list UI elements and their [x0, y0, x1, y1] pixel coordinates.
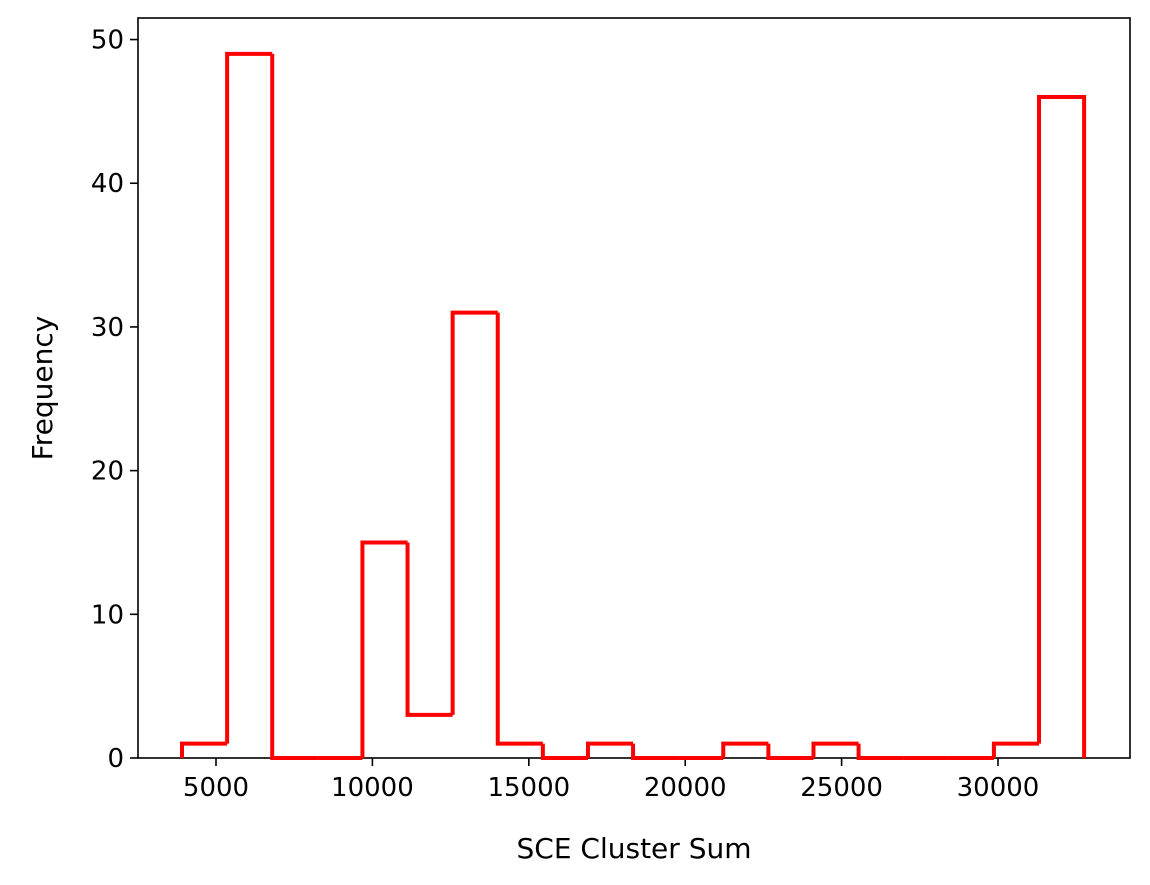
- y-axis-label: Frequency: [26, 316, 59, 461]
- histogram-bin: [270, 53, 318, 760]
- y-tick-label: 30: [91, 313, 124, 343]
- y-tick-label: 20: [91, 457, 124, 487]
- histogram-bin: [225, 51, 273, 744]
- histogram-bin: [180, 741, 228, 758]
- y-tick-label: 40: [91, 169, 124, 199]
- y-tick-label: 0: [107, 744, 124, 774]
- x-tick-label: 25000: [800, 773, 883, 803]
- y-tick-label: 50: [91, 26, 124, 56]
- plot-frame: [137, 17, 1131, 759]
- x-tick-label: 10000: [331, 773, 414, 803]
- histogram-bin: [766, 743, 814, 760]
- histogram-bin: [405, 542, 453, 717]
- x-tick-label: 20000: [644, 773, 727, 803]
- histogram-bin: [495, 312, 543, 746]
- histogram-bin: [1037, 95, 1087, 758]
- y-tick-label: 10: [91, 600, 124, 630]
- x-tick-label: 15000: [487, 773, 570, 803]
- histogram-bin: [811, 741, 859, 758]
- histogram-bin: [991, 741, 1040, 758]
- histogram-bin: [450, 310, 498, 715]
- histogram-bin: [856, 743, 904, 760]
- x-tick-label: 30000: [957, 773, 1040, 803]
- x-tick-label: 5000: [183, 773, 249, 803]
- histogram-bin: [360, 540, 408, 758]
- histogram-bin: [631, 743, 679, 760]
- histogram-bin: [721, 741, 769, 758]
- histogram-bin: [585, 741, 634, 758]
- histogram-bin: [540, 743, 588, 760]
- x-axis-label: SCE Cluster Sum: [517, 832, 752, 865]
